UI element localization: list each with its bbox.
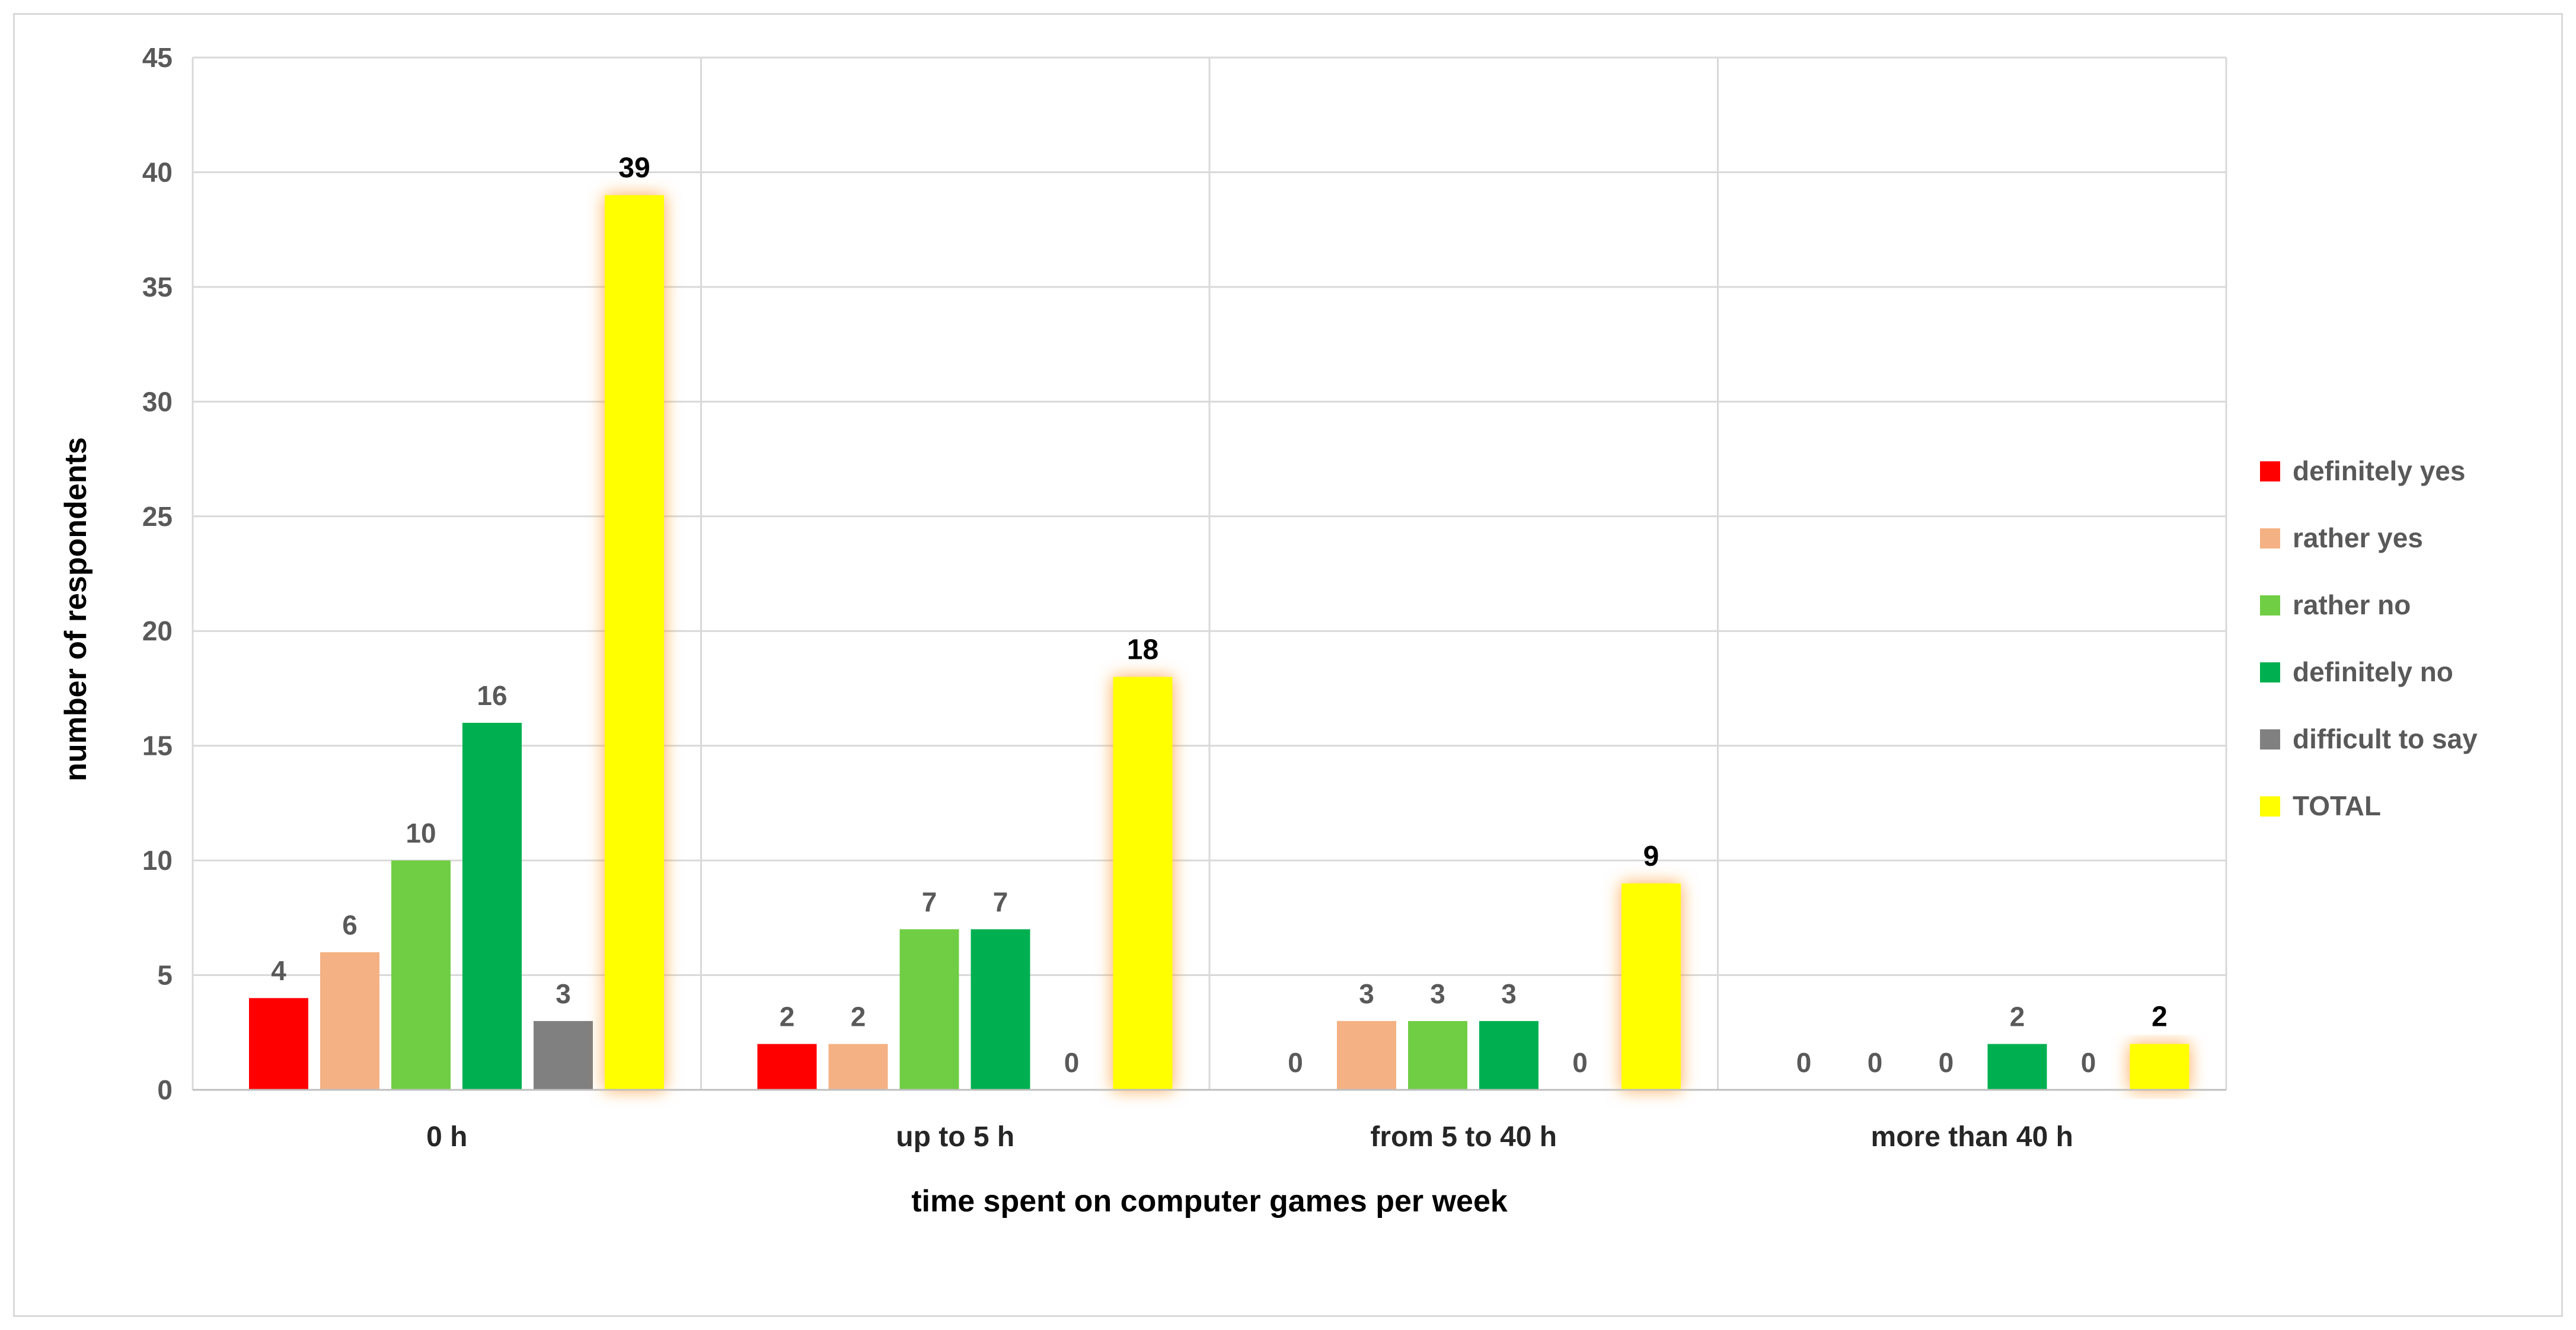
- y-tick-label: 40: [142, 157, 173, 187]
- x-tick-label: more than 40 h: [1871, 1121, 2073, 1153]
- y-tick-label: 20: [142, 615, 173, 646]
- data-label: 7: [922, 886, 937, 917]
- data-label: 0: [1572, 1047, 1588, 1078]
- bar-rather-yes-1: [828, 1044, 888, 1090]
- bar-difficult-to-say-0: [534, 1020, 593, 1090]
- bar-definitely-no-0: [462, 722, 522, 1090]
- x-tick-label: 0 h: [426, 1121, 467, 1153]
- legend-label: TOTAL: [2293, 790, 2381, 821]
- data-label: 16: [477, 680, 507, 711]
- y-tick-label: 5: [157, 960, 173, 991]
- data-label: 6: [342, 910, 357, 940]
- x-axis-title: time spent on computer games per week: [911, 1184, 1508, 1219]
- legend-swatch: [2260, 528, 2280, 548]
- legend: definitely yes rather yes rather no definit…: [2260, 455, 2478, 821]
- bar-definitely-yes-0: [249, 998, 308, 1090]
- data-label: 7: [993, 886, 1008, 917]
- data-label: 2: [2010, 1002, 2025, 1032]
- bar-rather-no-1: [899, 929, 959, 1090]
- data-label: 0: [1288, 1047, 1303, 1078]
- data-label: 3: [1501, 978, 1517, 1009]
- y-tick-label: 10: [142, 845, 173, 876]
- data-label: 2: [851, 1002, 866, 1032]
- legend-swatch: [2260, 595, 2280, 615]
- legend-swatch: [2260, 729, 2280, 749]
- y-tick-label: 35: [142, 272, 173, 302]
- bar-rather-no-2: [1408, 1020, 1467, 1090]
- data-label: 39: [618, 152, 650, 184]
- data-label: 18: [1127, 634, 1158, 666]
- bar-rather-yes-2: [1337, 1020, 1396, 1090]
- legend-item: TOTAL: [2260, 790, 2381, 821]
- data-label: 0: [1939, 1047, 1954, 1078]
- bar-rather-no-0: [391, 860, 451, 1090]
- chart-frame: 4 6 10 16 3 39 2 2 7 7 0 18 0 3 3 3 0 9 0 0 0 2 0 2 0 5 10 15 20 25 3…: [13, 13, 2563, 1317]
- data-labels: 4 6 10 16 3 39 2 2 7 7 0 18 0 3 3 3 0 9 0 0 0 2 0 2: [271, 152, 2168, 1078]
- x-tick-label: up to 5 h: [896, 1121, 1014, 1153]
- bar-definitely-no-1: [971, 929, 1030, 1090]
- bar-total-3: [2130, 1044, 2189, 1090]
- legend-item: definitely yes: [2260, 455, 2465, 486]
- data-label: 0: [1796, 1047, 1812, 1078]
- bar-definitely-no-3: [1987, 1044, 2047, 1090]
- bar-total-0: [605, 195, 664, 1090]
- x-tick-label: from 5 to 40 h: [1370, 1121, 1557, 1153]
- data-label: 0: [2081, 1047, 2096, 1078]
- bar-definitely-no-2: [1479, 1020, 1538, 1090]
- bars: [249, 195, 2189, 1090]
- y-tick-label: 45: [142, 42, 173, 73]
- legend-label: rather yes: [2293, 522, 2423, 553]
- data-label: 9: [1643, 841, 1659, 872]
- data-label: 0: [1064, 1047, 1080, 1078]
- gridlines: [191, 56, 2227, 1090]
- y-tick-label: 30: [142, 386, 173, 417]
- y-tick-label: 25: [142, 501, 173, 532]
- data-label: 3: [1430, 978, 1445, 1009]
- data-label: 3: [556, 978, 571, 1009]
- bar-definitely-yes-1: [757, 1044, 817, 1090]
- legend-label: difficult to say: [2293, 723, 2478, 754]
- y-axis-title: number of respondents: [59, 437, 93, 782]
- legend-label: rather no: [2293, 589, 2411, 620]
- bar-total-1: [1113, 677, 1173, 1090]
- legend-label: definitely yes: [2293, 455, 2465, 486]
- legend-swatch: [2260, 662, 2280, 682]
- legend-item: definitely no: [2260, 656, 2453, 687]
- legend-item: rather no: [2260, 589, 2411, 620]
- data-label: 4: [271, 955, 286, 986]
- legend-item: rather yes: [2260, 522, 2423, 553]
- legend-swatch: [2260, 796, 2280, 817]
- data-label: 2: [780, 1002, 795, 1032]
- y-tick-label: 15: [142, 731, 173, 761]
- data-label: 2: [2152, 1002, 2168, 1033]
- bar-total-2: [1621, 883, 1681, 1090]
- y-tick-label: 0: [157, 1074, 173, 1105]
- data-label: 3: [1359, 978, 1374, 1009]
- legend-label: definitely no: [2293, 656, 2453, 687]
- data-label: 0: [1868, 1047, 1883, 1078]
- legend-swatch: [2260, 461, 2280, 481]
- data-label: 10: [406, 818, 436, 849]
- legend-item: difficult to say: [2260, 723, 2478, 754]
- bar-rather-yes-0: [320, 952, 379, 1090]
